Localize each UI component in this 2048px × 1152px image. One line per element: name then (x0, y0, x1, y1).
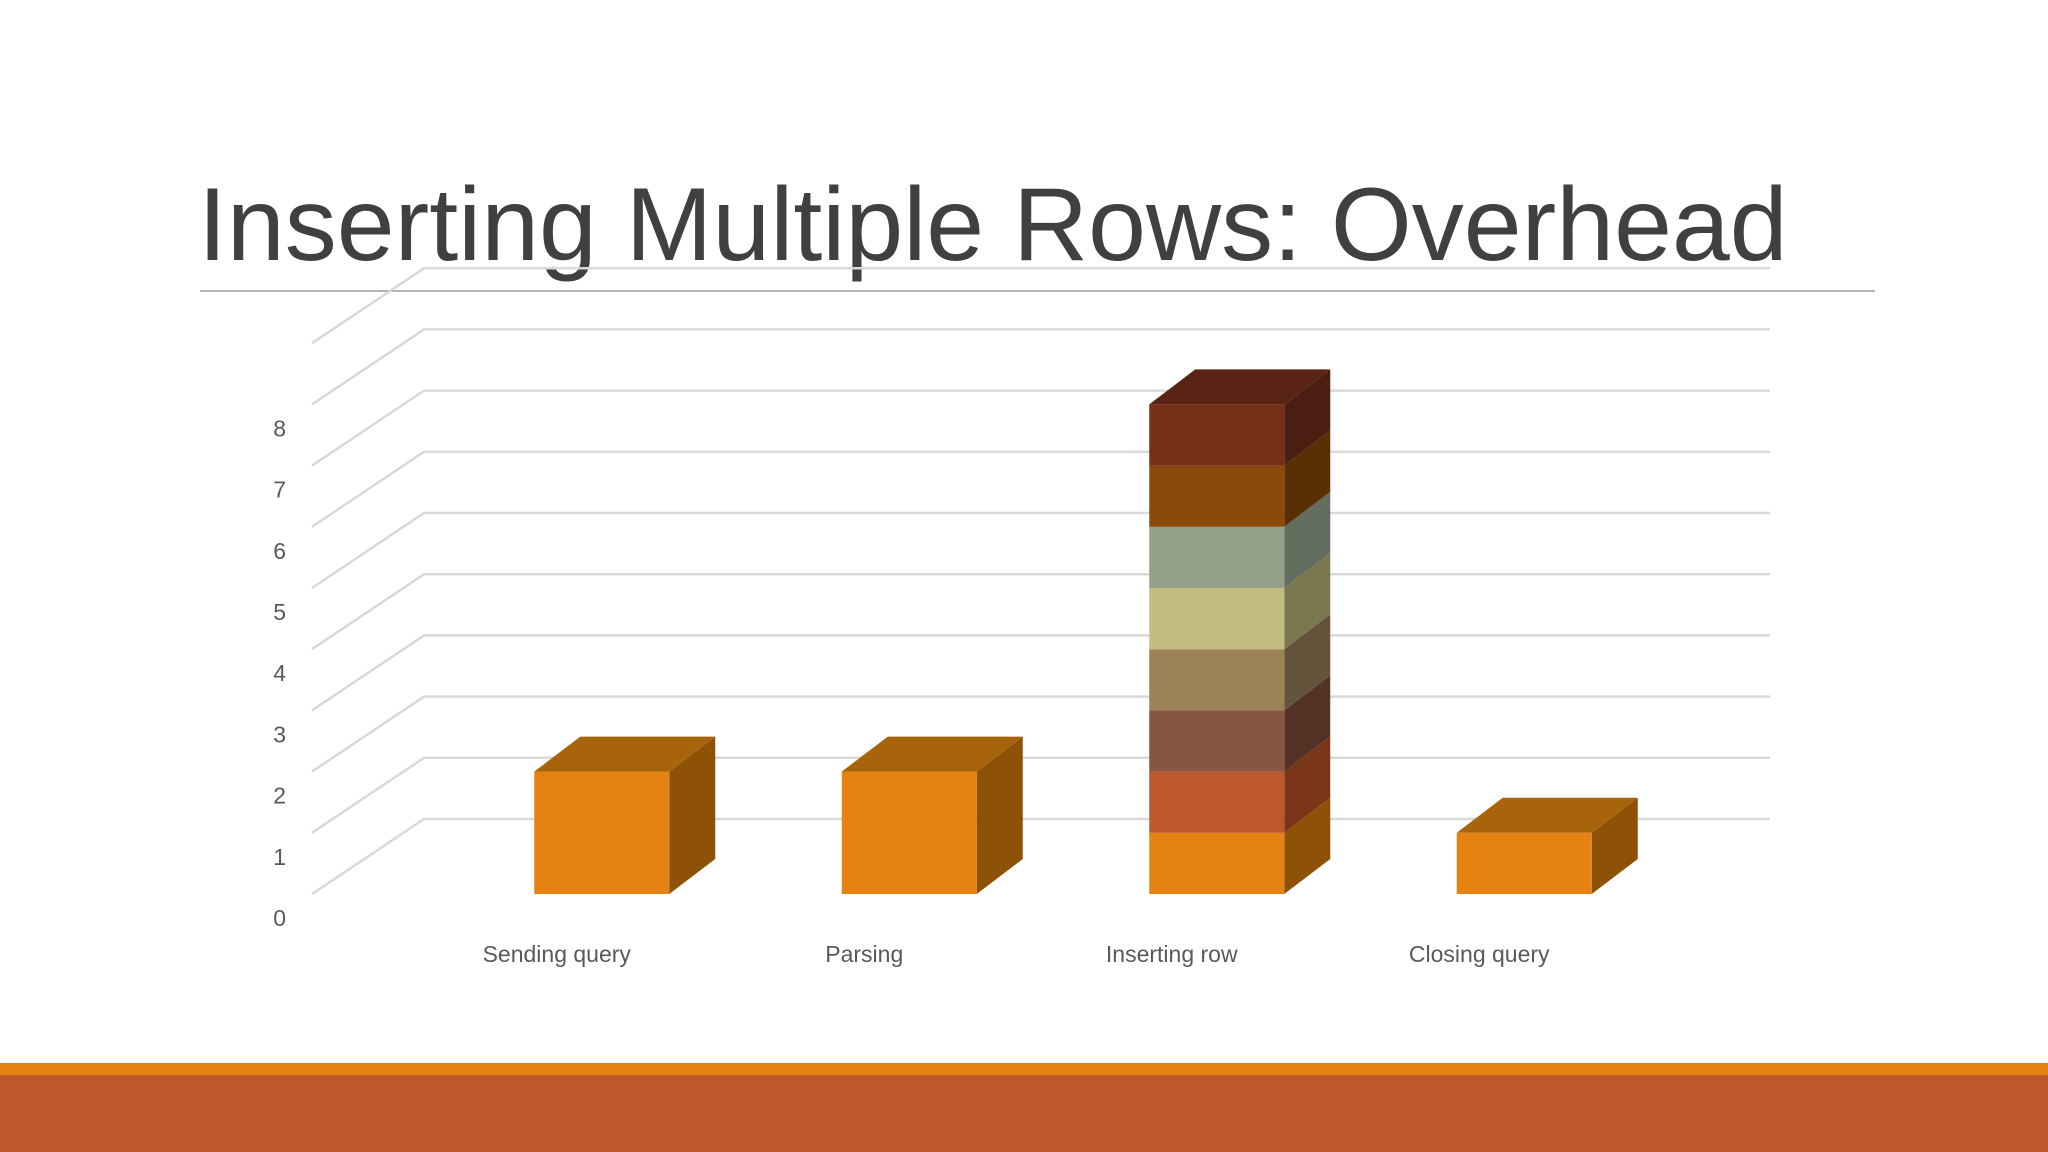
bar-segment (841, 771, 977, 894)
bar-segment (1149, 465, 1285, 527)
x-tick-label: Closing query (1409, 941, 1550, 967)
bar-side (1591, 797, 1638, 894)
gridline (311, 634, 1770, 712)
gridline (311, 328, 1770, 406)
bar-top (1149, 369, 1331, 405)
bar-segment (1149, 526, 1285, 588)
bar-segment (1149, 832, 1285, 894)
bar-segment (1149, 649, 1285, 711)
gridline (311, 695, 1770, 773)
gridline (311, 572, 1770, 651)
x-axis-labels: Sending query Parsing Inserting row Closing… (483, 941, 1550, 967)
gridline (311, 389, 1770, 467)
bar-side (669, 736, 716, 894)
bar-segment (1149, 404, 1285, 466)
y-tick-label: 6 (273, 538, 286, 564)
chart-bars (534, 369, 1638, 894)
gridline (311, 266, 1770, 345)
title-divider (200, 290, 1875, 292)
gridline (311, 450, 1770, 528)
bar-side (1284, 675, 1331, 772)
slide-title: Inserting Multiple Rows: Overhead (198, 167, 1788, 283)
bar-side (1284, 491, 1331, 588)
y-tick-label: 3 (273, 721, 286, 747)
bar-side (1284, 614, 1331, 711)
bar-side (1284, 797, 1331, 894)
overhead-chart: 0 1 2 3 4 5 6 7 8 Sending query Parsing Inserting … (273, 266, 1770, 967)
bar-top (534, 736, 716, 772)
y-tick-label: 0 (273, 905, 286, 931)
bar-side (976, 736, 1023, 894)
x-tick-label: Sending query (483, 941, 632, 967)
bar-top (841, 736, 1023, 772)
bar-side (1284, 736, 1331, 833)
bar-side (1284, 430, 1331, 527)
x-tick-label: Inserting row (1106, 941, 1238, 967)
y-axis-ticks: 0 1 2 3 4 5 6 7 8 (273, 415, 286, 931)
y-tick-label: 4 (273, 660, 286, 686)
y-tick-label: 1 (273, 844, 286, 870)
bar-segment (1456, 832, 1592, 894)
bar-side (1284, 369, 1331, 466)
footer-accent-stripe (0, 1063, 2048, 1075)
bar-side (1284, 553, 1331, 650)
x-tick-label: Parsing (825, 941, 903, 967)
y-tick-label: 2 (273, 783, 286, 809)
y-tick-label: 8 (273, 415, 286, 441)
bar-segment (1149, 771, 1285, 833)
gridline (311, 511, 1770, 590)
y-tick-label: 7 (273, 477, 286, 503)
bar-segment (534, 771, 670, 894)
bar-segment (1149, 710, 1285, 772)
y-tick-label: 5 (273, 599, 286, 625)
bar-top (1456, 797, 1638, 833)
bar-segment (1149, 588, 1285, 650)
footer-band (0, 1075, 2048, 1152)
